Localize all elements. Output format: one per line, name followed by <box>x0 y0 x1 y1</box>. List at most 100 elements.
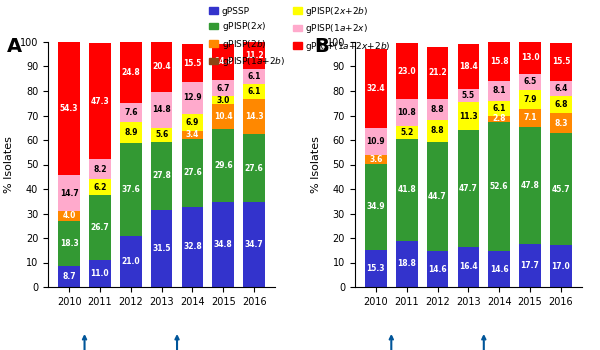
Text: 47.7: 47.7 <box>459 184 478 193</box>
Bar <box>365 155 386 164</box>
Text: PCV13
introduced: PCV13 introduced <box>154 336 200 350</box>
Bar <box>458 89 479 102</box>
Bar <box>151 210 172 287</box>
Bar <box>151 92 172 128</box>
Text: 14.6: 14.6 <box>428 265 447 274</box>
Text: 5.6: 5.6 <box>155 130 168 139</box>
Text: 8.8: 8.8 <box>431 126 445 135</box>
Text: 6.4: 6.4 <box>554 84 568 93</box>
Text: 27.6: 27.6 <box>183 168 202 177</box>
Text: 47.3: 47.3 <box>91 97 109 106</box>
Bar <box>458 130 479 247</box>
Text: 5.2: 5.2 <box>400 128 413 136</box>
Text: 37.6: 37.6 <box>121 185 140 194</box>
Text: 15.5: 15.5 <box>183 59 202 68</box>
Bar <box>89 195 111 260</box>
Bar <box>550 113 572 133</box>
Bar <box>365 250 386 287</box>
Bar <box>151 128 172 142</box>
Text: B: B <box>314 37 329 56</box>
Text: 4.0: 4.0 <box>62 211 76 220</box>
Text: 17.7: 17.7 <box>521 261 539 270</box>
Bar <box>182 82 203 114</box>
Bar <box>58 42 80 175</box>
Bar <box>365 128 386 155</box>
Text: PCV13
introduced: PCV13 introduced <box>461 336 506 350</box>
Text: 14.8: 14.8 <box>214 57 233 66</box>
Text: 11.0: 11.0 <box>91 269 109 278</box>
Text: 18.3: 18.3 <box>60 239 79 248</box>
Text: 34.9: 34.9 <box>367 202 385 211</box>
Bar <box>458 247 479 287</box>
Bar <box>120 121 142 144</box>
Bar <box>58 175 80 211</box>
Bar <box>182 139 203 206</box>
Text: 44.7: 44.7 <box>428 192 447 201</box>
Text: 17.0: 17.0 <box>551 262 570 271</box>
Bar <box>89 159 111 180</box>
Text: 13.0: 13.0 <box>521 54 539 62</box>
Bar <box>244 134 265 202</box>
Text: 29.6: 29.6 <box>214 161 233 170</box>
Text: 27.6: 27.6 <box>245 164 263 173</box>
Text: 15.8: 15.8 <box>490 57 509 66</box>
Bar <box>244 99 265 134</box>
Bar <box>244 202 265 287</box>
Text: 6.1: 6.1 <box>493 104 506 113</box>
Bar <box>519 42 541 74</box>
Bar <box>212 44 234 80</box>
Text: 52.6: 52.6 <box>490 182 508 191</box>
Text: 26.7: 26.7 <box>91 223 109 232</box>
Bar <box>396 99 418 126</box>
Bar <box>120 144 142 236</box>
Text: PCV7
introduced: PCV7 introduced <box>368 336 414 350</box>
Text: 45.7: 45.7 <box>551 185 570 194</box>
Bar <box>182 114 203 131</box>
Bar <box>396 43 418 99</box>
Text: 3.6: 3.6 <box>369 155 383 164</box>
Bar <box>212 129 234 202</box>
Bar <box>58 221 80 266</box>
Text: 41.8: 41.8 <box>397 185 416 194</box>
Bar <box>182 131 203 139</box>
Text: 6.1: 6.1 <box>247 88 261 96</box>
Bar <box>458 44 479 89</box>
Bar <box>519 244 541 287</box>
Text: 32.4: 32.4 <box>367 84 385 93</box>
Bar <box>212 96 234 104</box>
Text: A: A <box>7 37 22 56</box>
Bar <box>151 142 172 210</box>
Text: 31.5: 31.5 <box>152 244 171 253</box>
Bar <box>396 241 418 287</box>
Text: 54.3: 54.3 <box>60 104 79 113</box>
Bar <box>89 260 111 287</box>
Bar <box>550 96 572 113</box>
Bar <box>488 42 510 81</box>
Bar <box>120 42 142 103</box>
Text: 14.6: 14.6 <box>490 265 509 274</box>
Text: 11.3: 11.3 <box>459 112 478 121</box>
Text: 6.9: 6.9 <box>186 118 199 127</box>
Text: 15.3: 15.3 <box>367 264 385 273</box>
Text: 6.5: 6.5 <box>523 77 536 86</box>
Y-axis label: % Isolates: % Isolates <box>4 136 14 193</box>
Bar <box>488 116 510 122</box>
Bar <box>396 126 418 139</box>
Text: 2.8: 2.8 <box>493 114 506 124</box>
Bar <box>120 103 142 122</box>
Bar <box>488 122 510 251</box>
Text: 34.7: 34.7 <box>245 240 263 249</box>
Text: 18.8: 18.8 <box>397 259 416 268</box>
Text: 32.8: 32.8 <box>183 242 202 251</box>
Text: 7.6: 7.6 <box>124 108 137 117</box>
Bar <box>58 211 80 221</box>
Text: 8.1: 8.1 <box>493 86 506 95</box>
Text: 7.9: 7.9 <box>523 95 537 104</box>
Bar <box>212 202 234 287</box>
Bar <box>151 42 172 92</box>
Text: 21.0: 21.0 <box>121 257 140 266</box>
Text: 8.7: 8.7 <box>62 272 76 281</box>
Bar <box>519 109 541 126</box>
Bar <box>550 81 572 96</box>
Bar <box>89 180 111 195</box>
